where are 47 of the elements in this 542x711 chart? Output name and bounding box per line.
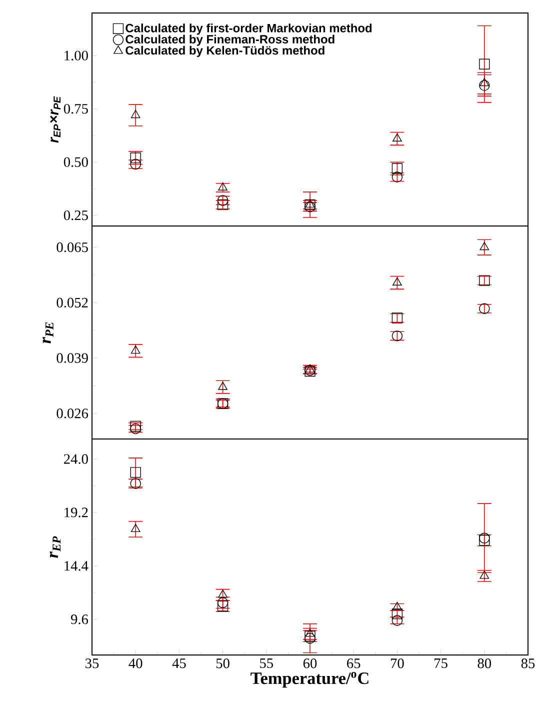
point (218, 590, 228, 598)
point (130, 110, 140, 118)
y-tick-label: 0.50 (64, 157, 88, 167)
y-axis-title: r$_{EP}$×r$_{PE}$ (50, 96, 61, 143)
point (130, 345, 140, 354)
y-tick-label: 9.6 (71, 614, 88, 624)
legend-label: Calculated by first-order Markovian method (126, 24, 372, 35)
point (480, 570, 490, 579)
point (305, 199, 315, 208)
point (218, 382, 228, 390)
y-axis-title: r$_{PE}$ (42, 322, 54, 344)
y-tick-label: 0.052 (56, 298, 88, 308)
y-tick-label: 0.026 (56, 408, 88, 418)
x-tick-label: 40 (128, 658, 142, 668)
point (130, 524, 140, 532)
x-tick-label: 85 (521, 658, 535, 668)
x-tick-label: 55 (260, 658, 274, 668)
point (304, 632, 316, 644)
point (392, 133, 402, 142)
y-tick-label: 0.75 (64, 104, 88, 114)
y-tick-label: 1.00 (64, 50, 88, 60)
y-tick-label: 0.25 (64, 210, 88, 220)
point (480, 78, 490, 86)
x-tick-label: 35 (86, 658, 99, 668)
point (305, 628, 315, 637)
y-tick-label: 14.4 (64, 561, 88, 571)
legend-label: Calculated by Fineman-Ross method (126, 34, 334, 46)
point (392, 277, 402, 286)
x-tick-label: 45 (172, 658, 186, 668)
point (480, 242, 490, 250)
y-tick-label: 0.065 (56, 242, 88, 252)
x-tick-label: 50 (216, 658, 230, 668)
point (218, 182, 228, 190)
y-tick-label: 24.0 (64, 454, 88, 464)
point (305, 364, 315, 372)
x-tick-label: 75 (434, 658, 448, 668)
x-tick-label: 70 (390, 658, 404, 668)
y-tick-label: 0.039 (56, 353, 88, 363)
legend-label: Calculated by Kelen-Tüdös method (126, 46, 324, 58)
y-tick-label: 19.2 (64, 508, 88, 518)
x-tick-label: 60 (303, 658, 317, 668)
x-axis-title: Temperature/$^{o}$C (250, 672, 368, 688)
x-tick-label: 65 (347, 658, 360, 668)
point (479, 532, 490, 544)
x-tick-label: 80 (478, 658, 492, 668)
point (392, 602, 402, 610)
y-axis-title: r$_{EP}$ (50, 536, 61, 558)
